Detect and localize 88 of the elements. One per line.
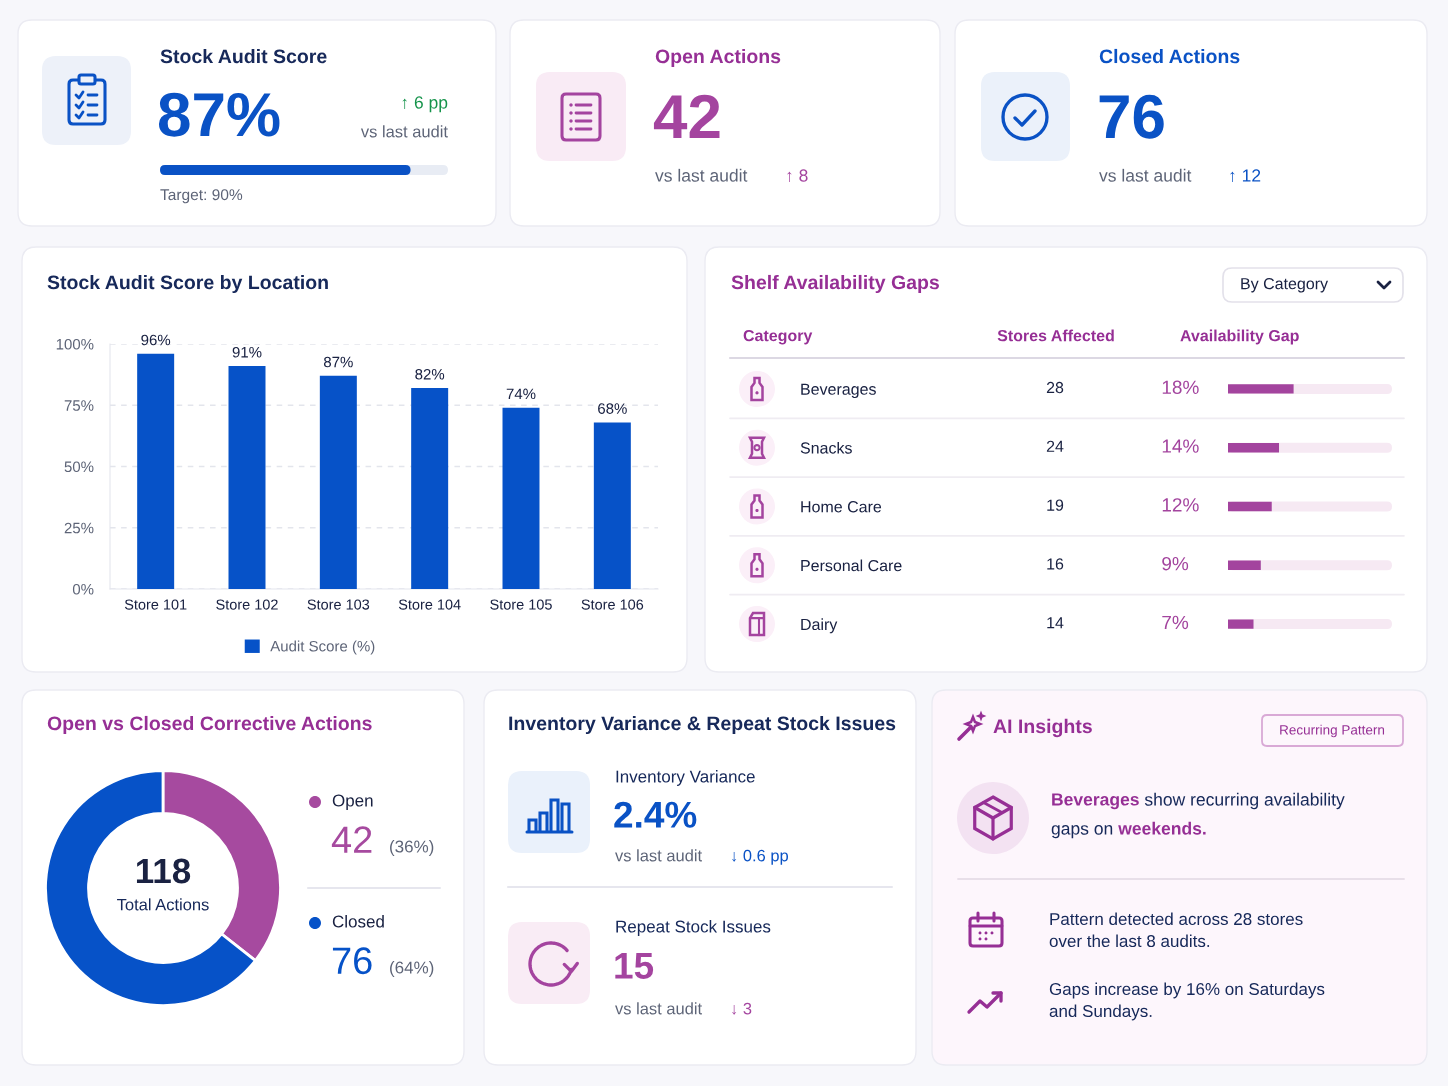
data-label: 91% [232, 346, 262, 358]
text: 19 [1047, 499, 1064, 511]
y-axis-title: Category [743, 329, 813, 345]
data-label: 12% [1162, 498, 1199, 512]
x-axis-title: Availability Gap [1180, 329, 1299, 345]
bar [137, 353, 175, 589]
data-label: 18% [1162, 380, 1199, 394]
text: ↓ 3 [732, 1002, 752, 1015]
text: 28 [1046, 381, 1064, 394]
x-tick-label: Store 101 [124, 599, 187, 610]
text: Target: 90% [160, 189, 243, 204]
text: 15 [615, 953, 654, 979]
data-label: 74% [506, 388, 536, 400]
text: ↑ 6 pp [402, 96, 448, 113]
text: show recurring availability [1144, 792, 1345, 810]
text: 76 [1099, 94, 1164, 139]
text: Stores Affected [997, 329, 1114, 342]
text: Beverages [1052, 793, 1139, 810]
y-tick-label: Home Care [801, 501, 882, 513]
data-label: 87% [158, 92, 280, 137]
text: 2.4% [614, 801, 697, 828]
text: ↑ 8 [787, 169, 808, 183]
text: Recurring Pattern [1280, 724, 1385, 738]
text: 118 [136, 858, 191, 884]
legend-label: Audit Score (%) [270, 640, 375, 655]
x-tick-label: Store 104 [398, 599, 461, 610]
text: Pattern detected across 28 stores over the last 8 audits. [1049, 912, 1303, 948]
text: 14 [1047, 617, 1064, 629]
text: Gaps increase by 16% on Saturdays and Sundays. [1049, 982, 1325, 1021]
bar [228, 366, 266, 589]
text: ↓ 0.6 pp [732, 849, 789, 865]
text: weekends. [1118, 821, 1206, 835]
y-tick-label: 100% [56, 338, 94, 350]
y-tick-label: 75% [64, 400, 94, 411]
x-tick-label: Store 102 [216, 599, 278, 610]
data-label: 14% [1162, 439, 1199, 453]
y-tick-label: Snacks [800, 441, 852, 454]
bar [1228, 501, 1272, 512]
data-label: 42 [331, 826, 372, 853]
x-tick-label: Store 106 [581, 599, 644, 610]
bar [502, 407, 540, 589]
text: ↑ 12 [1230, 169, 1261, 183]
y-tick-label: 0% [72, 583, 94, 595]
bar [1228, 619, 1254, 629]
y-tick-label: 50% [64, 461, 94, 473]
text: vs last audit [1099, 168, 1192, 182]
y-tick-label: Dairy [801, 618, 838, 634]
data-label: 87% [323, 356, 353, 368]
bar [319, 375, 357, 589]
bar [1228, 560, 1261, 570]
y-tick-label: Beverages [801, 383, 876, 399]
text: Closed Actions [1099, 48, 1240, 64]
text: AI Insights [993, 718, 1092, 738]
x-tick-label: Store 103 [307, 599, 370, 610]
text: Total Actions [117, 898, 209, 911]
legend-label: Open [332, 794, 373, 810]
text: Repeat Stock Issues [616, 920, 771, 936]
text: Stock Audit Score [160, 48, 327, 64]
text: (36%) [390, 840, 434, 856]
bar [1228, 443, 1280, 453]
text: Inventory Variance & Repeat Stock Issues [509, 715, 896, 735]
data-label: 76 [332, 947, 372, 975]
text: vs last audit [360, 125, 448, 138]
data-label: 82% [415, 368, 445, 380]
text: vs last audit [615, 849, 702, 862]
bar [593, 422, 631, 589]
x-tick-label: Store 105 [490, 599, 552, 610]
text: Shelf Availability Gaps [731, 274, 939, 294]
y-tick-label: 25% [64, 522, 94, 534]
text: vs last audit [655, 168, 748, 182]
bar [411, 388, 449, 589]
text: 16 [1047, 558, 1064, 570]
legend-label: Closed [332, 915, 384, 928]
data-label: 96% [141, 334, 171, 346]
text: 24 [1046, 440, 1064, 452]
data-label: 7% [1162, 615, 1189, 630]
text: (64%) [390, 961, 434, 977]
text: vs last audit [615, 1002, 702, 1015]
chart-title: Stock Audit Score by Location [47, 274, 328, 294]
y-tick-label: Personal Care [801, 559, 902, 572]
text: Inventory Variance [616, 770, 755, 786]
text: 42 [653, 94, 720, 139]
chart-title: Open vs Closed Corrective Actions [47, 715, 372, 735]
data-label: 9% [1162, 556, 1189, 571]
data-label: 68% [598, 403, 627, 414]
text: By Category [1241, 277, 1329, 293]
text: gaps on [1051, 825, 1113, 839]
text: Open Actions [655, 48, 781, 68]
